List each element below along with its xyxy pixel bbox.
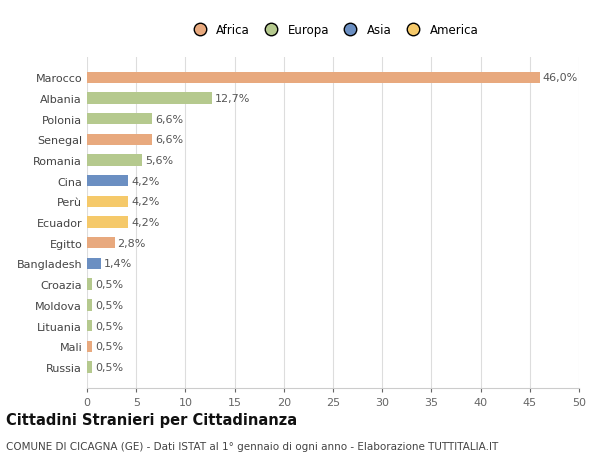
- Text: 4,2%: 4,2%: [131, 197, 160, 207]
- Bar: [87, 258, 101, 269]
- Text: 2,8%: 2,8%: [118, 238, 146, 248]
- Text: 1,4%: 1,4%: [104, 259, 132, 269]
- Legend: Africa, Europa, Asia, America: Africa, Europa, Asia, America: [184, 20, 482, 40]
- Bar: [87, 238, 115, 249]
- Text: 6,6%: 6,6%: [155, 114, 183, 124]
- Text: 12,7%: 12,7%: [215, 94, 250, 104]
- Bar: [87, 114, 152, 125]
- Text: COMUNE DI CICAGNA (GE) - Dati ISTAT al 1° gennaio di ogni anno - Elaborazione TU: COMUNE DI CICAGNA (GE) - Dati ISTAT al 1…: [6, 441, 498, 451]
- Bar: [87, 217, 128, 228]
- Bar: [87, 176, 128, 187]
- Bar: [87, 300, 92, 311]
- Text: Cittadini Stranieri per Cittadinanza: Cittadini Stranieri per Cittadinanza: [6, 413, 297, 428]
- Text: 4,2%: 4,2%: [131, 218, 160, 228]
- Text: 46,0%: 46,0%: [542, 73, 578, 83]
- Text: 5,6%: 5,6%: [145, 156, 173, 166]
- Text: 0,5%: 0,5%: [95, 280, 123, 290]
- Bar: [87, 134, 152, 146]
- Bar: [87, 362, 92, 373]
- Text: 0,5%: 0,5%: [95, 362, 123, 372]
- Text: 4,2%: 4,2%: [131, 176, 160, 186]
- Text: 6,6%: 6,6%: [155, 135, 183, 145]
- Text: 0,5%: 0,5%: [95, 321, 123, 331]
- Text: 0,5%: 0,5%: [95, 341, 123, 352]
- Bar: [87, 155, 142, 166]
- Bar: [87, 93, 212, 104]
- Bar: [87, 341, 92, 352]
- Text: 0,5%: 0,5%: [95, 300, 123, 310]
- Bar: [87, 279, 92, 290]
- Bar: [87, 73, 539, 84]
- Bar: [87, 320, 92, 331]
- Bar: [87, 196, 128, 207]
